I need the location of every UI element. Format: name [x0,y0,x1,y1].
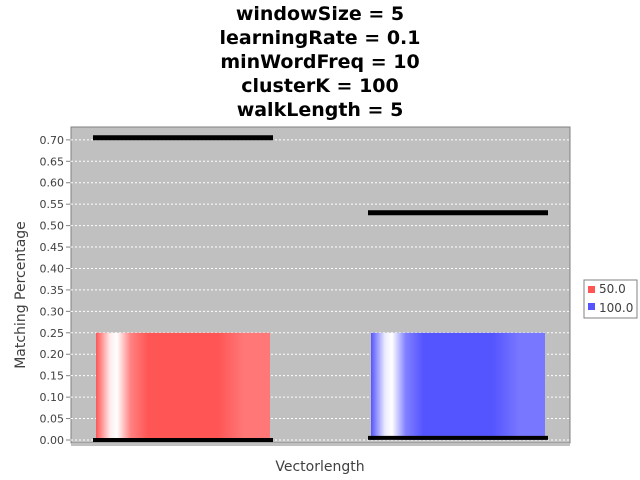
y-tick-label: 0.20 [40,348,65,361]
y-tick-label: 0.30 [40,305,65,318]
x-axis-label: Vectorlength [275,459,364,475]
y-tick-label: 0.10 [40,391,65,404]
y-tick-label: 0.55 [40,198,65,211]
title-line-2: learningRate = 0.1 [219,27,421,49]
y-tick-label: 0.65 [40,155,65,168]
y-tick-label: 0.40 [40,262,65,275]
title-line-1: windowSize = 5 [235,3,405,25]
y-tick-label: 0.05 [40,413,65,426]
y-tick-label: 0.70 [40,134,65,147]
bars [93,135,548,442]
title-line-5: walkLength = 5 [236,99,404,121]
y-axis-label: Matching Percentage [13,221,29,369]
legend-swatch-50 [588,286,595,293]
y-tick-label: 0.35 [40,284,65,297]
legend-label-100: 100.0 [599,301,633,315]
title-line-3: minWordFreq = 10 [220,51,420,73]
bar-50.0 [96,332,270,440]
grid-lines [71,139,570,441]
y-tick-label: 0.50 [40,220,65,233]
y-axis: 0.00 0.05 0.10 0.15 0.20 0.25 0.30 0.35 0.40 0.45… [40,134,70,447]
bar-100.0 [371,332,545,440]
y-tick-label: 0.25 [40,327,65,340]
y-tick-label: 0.60 [40,177,65,190]
chart-title: windowSize = 5 learningRate = 0.1 minWor… [0,2,640,122]
y-tick-label: 0.00 [40,434,65,447]
y-tick-label: 0.45 [40,241,65,254]
legend-label-50: 50.0 [599,282,626,296]
y-tick-label: 0.15 [40,370,65,383]
legend: 50.0 100.0 [583,279,638,319]
title-line-4: clusterK = 100 [241,75,399,97]
legend-swatch-100 [588,303,595,310]
